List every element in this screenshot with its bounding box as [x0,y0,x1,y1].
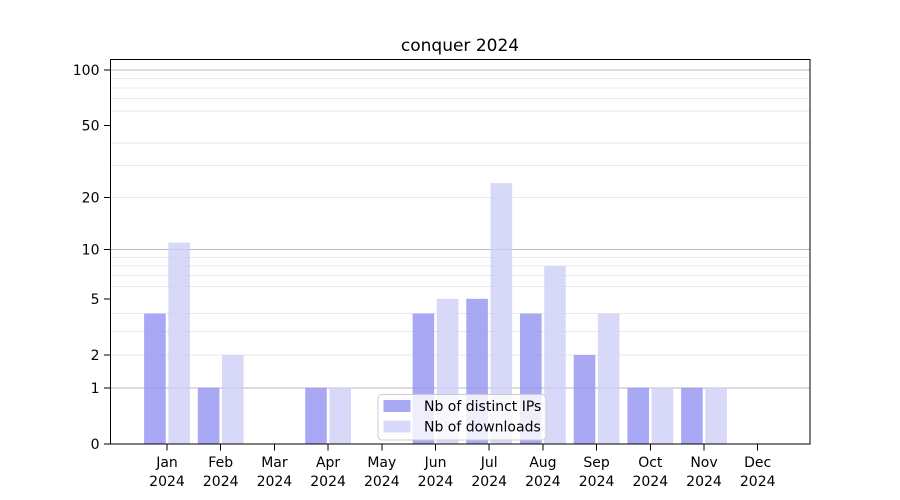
x-tick-label-year: 2024 [364,474,400,490]
legend-box [377,394,547,441]
x-tick-label-year: 2024 [310,474,346,490]
x-tick-label-year: 2024 [740,474,776,490]
x-tick-label-month: Feb [208,455,233,471]
legend-label-distinct-ips: Nb of distinct IPs [424,399,541,415]
y-tick-label: 50 [82,118,100,134]
x-tick-label-month: Jul [480,455,498,471]
x-tick-label-month: Dec [744,455,771,471]
chart-title: conquer 2024 [401,36,519,56]
bar-downloads [705,387,727,444]
bar-downloads [597,313,620,444]
legend-swatch-downloads [383,420,411,433]
x-tick-label-month: Jun [424,455,447,471]
x-tick-label-month: Apr [316,455,340,471]
bar-downloads [490,183,513,444]
x-tick-label-year: 2024 [418,474,454,490]
x-tick-label-year: 2024 [149,474,185,490]
bar-downloads [544,265,566,444]
bar-downloads [651,387,674,444]
y-tick-label: 2 [91,348,100,364]
bar-distinct-ips [681,387,703,444]
x-tick-label-month: Oct [638,455,663,471]
x-tick-label-year: 2024 [203,474,239,490]
x-tick-label-month: Nov [690,455,717,471]
x-tick-label-month: Aug [529,455,556,471]
axes: 0 1 2 5 10 20 50 100 Jan 2024 Feb 2024 Mar 2024 Apr 202… [73,58,811,490]
y-tick-label: 20 [82,190,100,206]
legend-swatch-distinct-ips [383,400,411,412]
x-tick-label-year: 2024 [632,474,668,490]
y-tick-label: 100 [73,63,100,79]
bar-downloads [222,354,244,444]
x-tick-label-month: May [367,455,396,471]
bar-downloads [168,242,190,444]
y-tick-label: 1 [91,381,100,397]
x-tick-label-month: Mar [261,455,288,471]
plot-frame [109,58,811,445]
y-tick-label: 0 [91,437,100,453]
x-tick-label-year: 2024 [579,474,615,490]
y-tick-label: 5 [91,292,100,308]
x-tick-label-year: 2024 [525,474,561,490]
bar-downloads [329,387,351,444]
x-tick-label-year: 2024 [686,474,722,490]
bar-distinct-ips [305,387,327,444]
gridlines [110,69,810,389]
x-tick-label-year: 2024 [257,474,293,490]
y-tick-label: 10 [82,243,100,259]
legend-label-downloads: Nb of downloads [424,420,541,436]
x-tick-label-year: 2024 [471,474,507,490]
bar-distinct-ips [627,387,649,444]
legend: Nb of distinct IPs Nb of downloads [377,394,547,441]
bar-distinct-ips [573,354,596,444]
bar-distinct-ips [144,313,166,444]
x-tick-label-month: Sep [583,455,610,471]
x-tick-label-month: Jan [155,455,178,471]
bar-distinct-ips [197,387,220,444]
